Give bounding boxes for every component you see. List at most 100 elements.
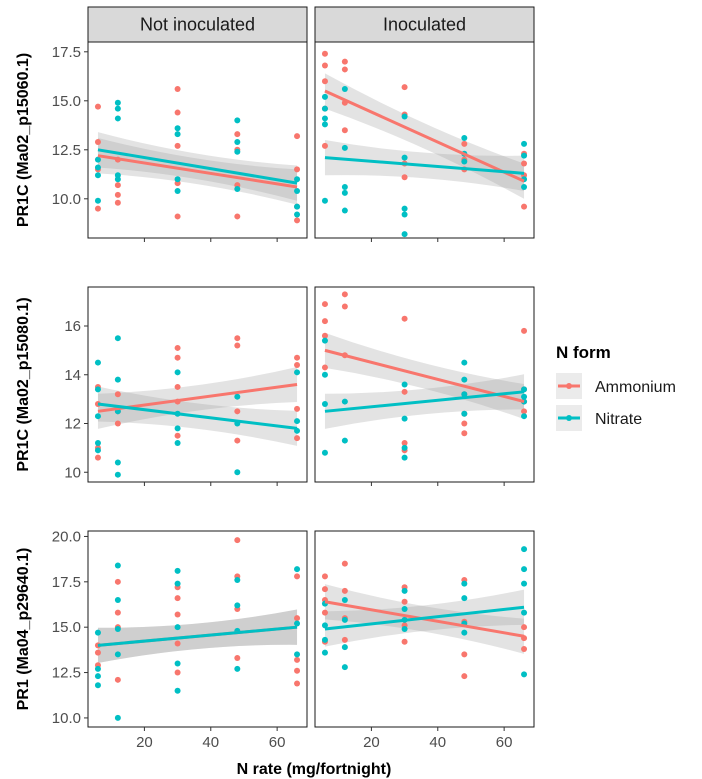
data-point-ammonium	[521, 203, 528, 210]
data-point-nitrate	[94, 172, 101, 179]
data-point-nitrate	[234, 148, 241, 155]
panels-layer: Not inoculated Inoculated	[87, 6, 535, 728]
data-point-nitrate	[321, 449, 328, 456]
data-point-nitrate	[401, 606, 408, 613]
data-point-ammonium	[321, 142, 328, 149]
y-tick-label: 15.0	[52, 93, 81, 110]
panel-r0-c0	[87, 41, 308, 239]
data-point-nitrate	[341, 207, 348, 214]
data-point-ammonium	[321, 573, 328, 580]
data-point-nitrate	[321, 649, 328, 656]
data-point-nitrate	[401, 444, 408, 451]
fit-line-nitrate	[97, 148, 298, 185]
y-axis-title-row-2: PR1 (Ma04_p29640.1)	[15, 548, 32, 711]
panel-r2-c0	[87, 530, 308, 728]
data-point-ammonium	[174, 354, 181, 361]
fit-line-ammonium	[97, 154, 298, 189]
data-point-nitrate	[401, 205, 408, 212]
data-point-nitrate	[401, 381, 408, 388]
data-point-nitrate	[294, 211, 301, 218]
data-point-ammonium	[174, 595, 181, 602]
data-point-nitrate	[94, 629, 101, 636]
data-point-nitrate	[321, 636, 328, 643]
data-point-ammonium	[94, 205, 101, 212]
data-point-nitrate	[401, 231, 408, 238]
data-point-ammonium	[294, 362, 301, 368]
data-point-nitrate	[401, 154, 408, 161]
data-point-ammonium	[321, 364, 328, 371]
panel-border	[87, 41, 308, 239]
data-point-ammonium	[321, 332, 328, 339]
data-point-nitrate	[321, 93, 328, 100]
data-point-nitrate	[294, 203, 301, 210]
data-point-ammonium	[401, 638, 408, 645]
data-point-ammonium	[401, 315, 408, 322]
panel-border	[314, 41, 535, 239]
data-point-ammonium	[294, 656, 301, 663]
data-point-ammonium	[294, 680, 301, 687]
data-point-ammonium	[294, 435, 301, 442]
data-point-nitrate	[321, 371, 328, 378]
data-point-ammonium	[461, 420, 468, 427]
data-point-ammonium	[174, 432, 181, 439]
y-tick-label: 15.0	[52, 619, 81, 636]
data-point-nitrate	[294, 566, 301, 573]
data-point-ammonium	[401, 440, 408, 446]
data-point-ammonium	[321, 78, 328, 85]
data-point-nitrate	[461, 135, 468, 142]
data-point-nitrate	[341, 664, 348, 671]
data-point-nitrate	[174, 660, 181, 667]
data-point-nitrate	[341, 189, 348, 196]
data-point-ammonium	[294, 615, 301, 622]
data-point-ammonium	[521, 624, 528, 631]
data-point-ammonium	[341, 58, 348, 65]
data-point-nitrate	[114, 626, 121, 632]
data-point-ammonium	[461, 651, 468, 658]
data-point-nitrate	[114, 651, 121, 658]
panel-background	[88, 287, 307, 482]
data-point-nitrate	[341, 616, 348, 623]
data-point-nitrate	[321, 401, 328, 407]
panel-r1-c0	[87, 286, 308, 483]
data-point-nitrate	[114, 99, 121, 106]
data-point-nitrate	[174, 624, 181, 631]
data-point-nitrate	[401, 626, 408, 632]
data-point-nitrate	[234, 393, 241, 400]
data-point-nitrate	[94, 197, 101, 204]
data-point-nitrate	[294, 418, 301, 425]
data-point-nitrate	[114, 459, 121, 466]
data-point-nitrate	[94, 440, 101, 446]
data-point-nitrate	[174, 187, 181, 194]
data-point-nitrate	[401, 587, 408, 594]
data-point-ammonium	[174, 142, 181, 149]
data-point-ammonium	[174, 611, 181, 618]
data-point-ammonium	[234, 131, 241, 138]
x-tick-label: 40	[202, 734, 219, 751]
data-point-ammonium	[321, 586, 328, 593]
data-point-nitrate	[94, 447, 101, 454]
data-point-nitrate	[521, 580, 528, 587]
data-point-nitrate	[341, 644, 348, 651]
data-point-ammonium	[94, 138, 101, 145]
data-point-nitrate	[94, 673, 101, 680]
data-point-nitrate	[234, 469, 241, 476]
fit-line-ammonium	[324, 348, 525, 404]
x-tick-label: 20	[363, 734, 380, 751]
data-point-nitrate	[94, 682, 101, 689]
data-point-ammonium	[321, 318, 328, 325]
data-point-nitrate	[321, 622, 328, 629]
data-point-ammonium	[234, 655, 241, 662]
data-point-nitrate	[321, 197, 328, 204]
data-point-ammonium	[234, 537, 241, 544]
data-point-nitrate	[234, 665, 241, 672]
data-point-ammonium	[341, 127, 348, 134]
data-point-nitrate	[461, 580, 468, 587]
data-point-nitrate	[401, 415, 408, 422]
data-point-ammonium	[234, 213, 241, 220]
data-point-nitrate	[461, 410, 468, 417]
data-point-nitrate	[174, 125, 181, 132]
data-point-nitrate	[521, 413, 528, 420]
data-point-nitrate	[521, 152, 528, 159]
data-point-nitrate	[461, 629, 468, 636]
facet-strip-0	[87, 6, 308, 43]
